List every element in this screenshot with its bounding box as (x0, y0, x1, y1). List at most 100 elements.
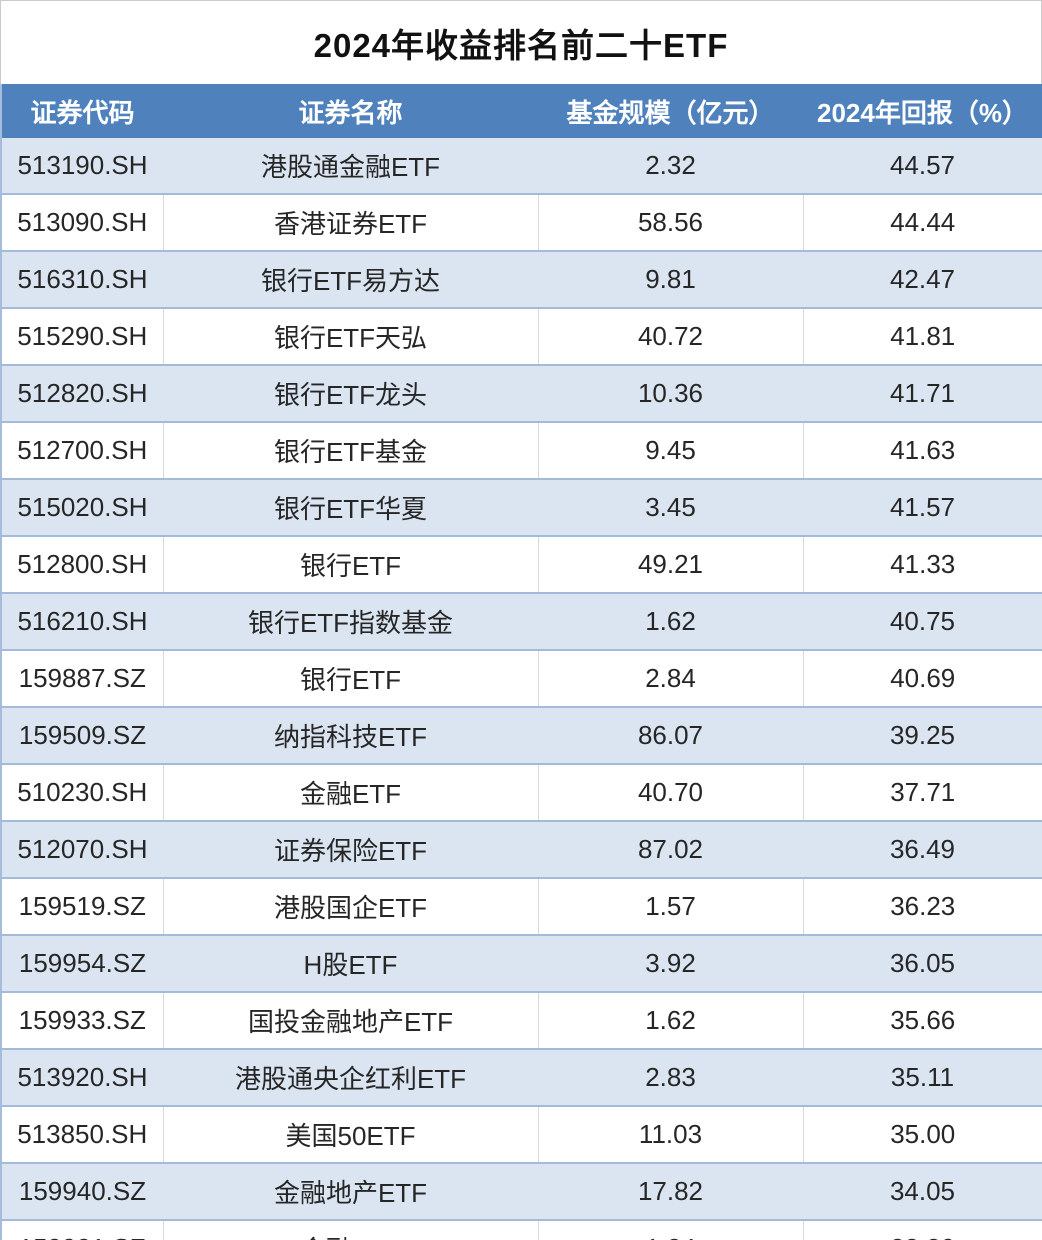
etf-table-body: 513190.SH 港股通金融ETF 2.32 44.57 513090.SH 香港证券E… (1, 138, 1042, 1240)
table-row: 159887.SZ 银行ETF 2.84 40.69 (1, 650, 1042, 708)
cell-security-name: 金融地产ETF (163, 1163, 538, 1221)
cell-security-name: 银行ETF指数基金 (163, 593, 538, 651)
cell-return-2024: 36.23 (803, 878, 1042, 936)
cell-security-name: 银行ETF龙头 (163, 365, 538, 423)
cell-return-2024: 41.63 (803, 422, 1042, 480)
cell-return-2024: 37.71 (803, 764, 1042, 822)
table-row: 159509.SZ 纳指科技ETF 86.07 39.25 (1, 707, 1042, 765)
cell-security-code: 159931.SZ (1, 1220, 164, 1240)
cell-security-code: 159887.SZ (1, 650, 164, 708)
cell-security-name: 证券保险ETF (163, 821, 538, 879)
table-header-row: 证券代码 证券名称 基金规模（亿元） 2024年回报（%） (1, 84, 1042, 138)
cell-return-2024: 35.66 (803, 992, 1042, 1050)
table-row: 159519.SZ 港股国企ETF 1.57 36.23 (1, 878, 1042, 936)
cell-security-name: 金融ETF (163, 764, 539, 822)
cell-return-2024: 41.33 (803, 536, 1042, 594)
cell-security-code: 512070.SH (1, 821, 163, 879)
cell-security-name: 国投金融地产ETF (163, 992, 539, 1050)
cell-fund-scale: 3.92 (538, 935, 803, 993)
table-row: 513190.SH 港股通金融ETF 2.32 44.57 (1, 138, 1042, 195)
table-row: 159940.SZ 金融地产ETF 17.82 34.05 (1, 1163, 1042, 1221)
cell-return-2024: 33.80 (803, 1220, 1042, 1240)
cell-security-code: 513920.SH (1, 1049, 163, 1107)
table-row: 159954.SZ H股ETF 3.92 36.05 (1, 935, 1042, 993)
cell-fund-scale: 87.02 (538, 821, 803, 879)
cell-security-code: 510230.SH (1, 764, 164, 822)
table-row: 512820.SH 银行ETF龙头 10.36 41.71 (1, 365, 1042, 423)
cell-return-2024: 40.69 (803, 650, 1042, 708)
cell-security-name: 银行ETF华夏 (163, 479, 538, 537)
cell-fund-scale: 40.70 (538, 764, 804, 822)
cell-security-name: H股ETF (163, 935, 538, 993)
table-row: 159931.SZ金融ETF1.2433.80 (1, 1220, 1042, 1240)
cell-return-2024: 44.57 (803, 138, 1042, 195)
cell-security-code: 159954.SZ (1, 935, 163, 993)
table-row: 513850.SH 美国50ETF 11.03 35.00 (1, 1106, 1042, 1164)
cell-return-2024: 42.47 (803, 251, 1042, 309)
cell-security-name: 银行ETF天弘 (163, 308, 539, 366)
cell-security-name: 美国50ETF (163, 1106, 539, 1164)
cell-return-2024: 35.00 (803, 1106, 1042, 1164)
cell-security-code: 515290.SH (1, 308, 164, 366)
cell-return-2024: 41.71 (803, 365, 1042, 423)
cell-security-code: 159519.SZ (1, 878, 164, 936)
cell-return-2024: 36.49 (803, 821, 1042, 879)
cell-fund-scale: 58.56 (538, 194, 804, 252)
cell-return-2024: 44.44 (803, 194, 1042, 252)
column-header-name: 证券名称 (163, 84, 538, 138)
cell-security-code: 513190.SH (1, 138, 163, 195)
cell-fund-scale: 3.45 (538, 479, 803, 537)
cell-return-2024: 41.81 (803, 308, 1042, 366)
cell-security-name: 银行ETF基金 (163, 422, 539, 480)
cell-security-code: 516310.SH (1, 251, 163, 309)
cell-security-name: 银行ETF (163, 536, 539, 594)
table-row: 515290.SH 银行ETF天弘 40.72 41.81 (1, 308, 1042, 366)
title-area: 2024年收益排名前二十ETF (0, 0, 1042, 84)
cell-fund-scale: 17.82 (538, 1163, 803, 1221)
cell-security-code: 512700.SH (1, 422, 164, 480)
cell-security-code: 513850.SH (1, 1106, 164, 1164)
cell-security-code: 515020.SH (1, 479, 163, 537)
table-row: 513920.SH 港股通央企红利ETF 2.83 35.11 (1, 1049, 1042, 1107)
table-row: 159933.SZ 国投金融地产ETF 1.62 35.66 (1, 992, 1042, 1050)
cell-security-code: 512820.SH (1, 365, 163, 423)
cell-fund-scale: 11.03 (538, 1106, 804, 1164)
cell-fund-scale: 2.84 (538, 650, 804, 708)
column-header-code: 证券代码 (1, 84, 163, 138)
cell-fund-scale: 9.81 (538, 251, 803, 309)
cell-security-name: 纳指科技ETF (163, 707, 538, 765)
cell-return-2024: 35.11 (803, 1049, 1042, 1107)
cell-security-code: 516210.SH (1, 593, 163, 651)
cell-return-2024: 39.25 (803, 707, 1042, 765)
cell-fund-scale: 86.07 (538, 707, 803, 765)
cell-return-2024: 36.05 (803, 935, 1042, 993)
cell-security-name: 港股国企ETF (163, 878, 539, 936)
cell-return-2024: 41.57 (803, 479, 1042, 537)
table-row: 516310.SH 银行ETF易方达 9.81 42.47 (1, 251, 1042, 309)
cell-security-name: 港股通金融ETF (163, 138, 538, 195)
table-row: 510230.SH 金融ETF 40.70 37.71 (1, 764, 1042, 822)
column-header-scale: 基金规模（亿元） (538, 84, 803, 138)
table-row: 513090.SH 香港证券ETF 58.56 44.44 (1, 194, 1042, 252)
cell-fund-scale: 40.72 (538, 308, 804, 366)
cell-security-name: 银行ETF易方达 (163, 251, 538, 309)
figure-title: 2024年收益排名前二十ETF (313, 26, 729, 64)
cell-security-code: 159933.SZ (1, 992, 164, 1050)
cell-security-code: 159940.SZ (1, 1163, 163, 1221)
cell-security-name: 港股通央企红利ETF (163, 1049, 538, 1107)
cell-security-code: 513090.SH (1, 194, 164, 252)
cell-fund-scale: 1.62 (538, 593, 803, 651)
table-row: 516210.SH 银行ETF指数基金 1.62 40.75 (1, 593, 1042, 651)
table-row: 512800.SH 银行ETF 49.21 41.33 (1, 536, 1042, 594)
column-header-return: 2024年回报（%） (803, 84, 1042, 138)
cell-security-name: 香港证券ETF (163, 194, 539, 252)
cell-fund-scale: 1.62 (538, 992, 804, 1050)
cell-security-code: 159509.SZ (1, 707, 163, 765)
cell-security-name: 金融ETF (163, 1220, 539, 1240)
cell-security-code: 512800.SH (1, 536, 164, 594)
cell-fund-scale: 2.83 (538, 1049, 803, 1107)
cell-return-2024: 34.05 (803, 1163, 1042, 1221)
cell-fund-scale: 1.57 (538, 878, 804, 936)
table-row: 515020.SH 银行ETF华夏 3.45 41.57 (1, 479, 1042, 537)
